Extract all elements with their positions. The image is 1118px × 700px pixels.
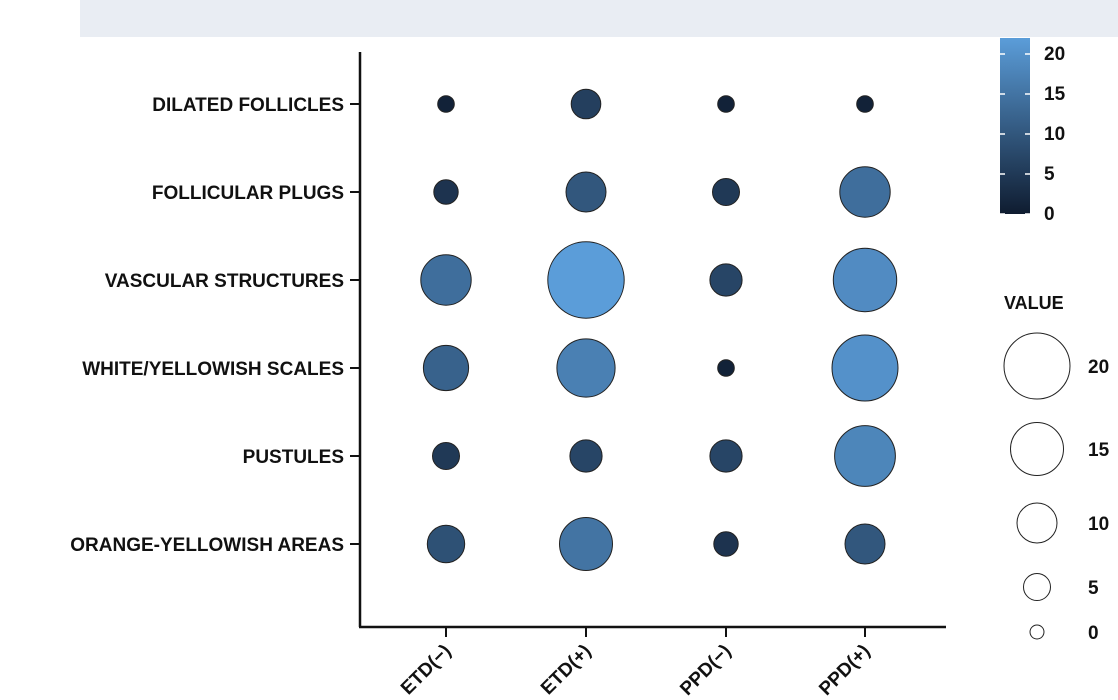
top-banner xyxy=(80,0,1118,37)
bubble xyxy=(709,263,743,297)
bubble xyxy=(565,171,607,213)
size-legend-title: VALUE xyxy=(1004,293,1064,313)
bubble xyxy=(844,523,886,565)
colorbar-label: 20 xyxy=(1044,44,1065,65)
color-legend: 0 5 10 15 20 xyxy=(1000,38,1066,225)
size-legend-label: 0 xyxy=(1088,623,1099,644)
column-label: ETD(−) xyxy=(397,641,456,700)
bubbles xyxy=(420,88,899,571)
bubble xyxy=(559,517,613,571)
size-legend-label: 20 xyxy=(1088,357,1109,378)
column-label: ETD(+) xyxy=(537,641,596,700)
size-legend-label: 15 xyxy=(1088,440,1110,461)
size-legend-circle xyxy=(1003,332,1071,400)
bubble xyxy=(570,88,602,120)
bubble xyxy=(839,166,891,218)
size-legend: VALUE 20 15 10 5 0 xyxy=(1003,293,1110,644)
row-label: WHITE/YELLOWISH SCALES xyxy=(82,359,344,380)
chart-axes xyxy=(350,52,946,637)
column-labels: ETD(−) ETD(+) PPD(−) PPD(+) xyxy=(397,641,875,700)
bubble xyxy=(569,439,603,473)
bubble xyxy=(422,344,470,392)
bubble xyxy=(717,95,735,113)
bubble xyxy=(426,524,466,564)
bubble xyxy=(856,95,874,113)
bubble xyxy=(709,439,743,473)
size-legend-circle xyxy=(1023,573,1051,601)
colorbar-label: 10 xyxy=(1044,124,1065,145)
bubble xyxy=(834,425,896,487)
bubble xyxy=(433,179,459,205)
size-legend-circle xyxy=(1029,624,1045,640)
bubble xyxy=(832,247,898,313)
colorbar-label: 5 xyxy=(1044,164,1055,185)
size-legend-label: 5 xyxy=(1088,578,1099,599)
size-legend-circle xyxy=(1016,502,1058,544)
bubble xyxy=(713,531,739,557)
bubble xyxy=(712,178,740,206)
row-label: DILATED FOLLICLES xyxy=(152,95,344,116)
row-label: PUSTULES xyxy=(243,447,344,468)
colorbar-label: 15 xyxy=(1044,84,1066,105)
bubble xyxy=(717,359,735,377)
colorbar-label: 0 xyxy=(1044,204,1055,225)
size-legend-label: 10 xyxy=(1088,514,1109,535)
size-legend-circle xyxy=(1010,422,1064,476)
bubble xyxy=(556,338,616,398)
colorbar-gradient xyxy=(1000,38,1030,214)
bubble xyxy=(432,442,460,470)
bubble xyxy=(547,241,625,319)
bubble xyxy=(420,254,472,306)
row-label: FOLLICULAR PLUGS xyxy=(152,183,344,204)
bubble xyxy=(437,95,455,113)
bubble xyxy=(831,334,899,402)
row-label: ORANGE-YELLOWISH AREAS xyxy=(70,535,344,556)
row-labels: DILATED FOLLICLES FOLLICULAR PLUGS VASCULA… xyxy=(70,95,344,556)
row-label: VASCULAR STRUCTURES xyxy=(105,271,344,292)
column-label: PPD(−) xyxy=(676,641,735,700)
column-label: PPD(+) xyxy=(815,641,874,700)
